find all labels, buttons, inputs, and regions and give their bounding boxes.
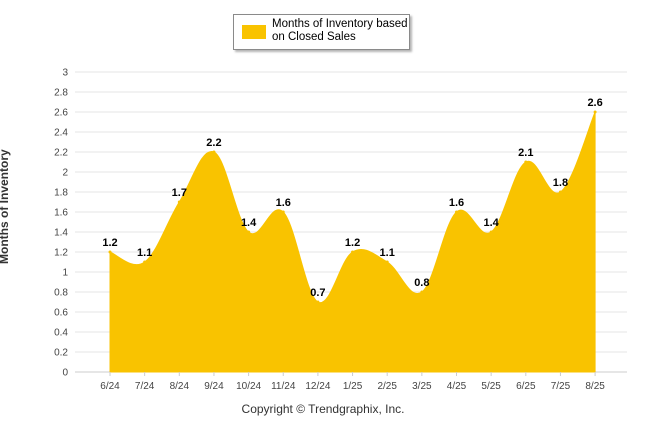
data-point — [281, 210, 285, 214]
x-tick-label: 1/25 — [343, 381, 363, 392]
y-tick-label: 0 — [62, 368, 68, 379]
y-tick-label: 1.2 — [54, 248, 68, 259]
y-tick-label: 0.6 — [54, 308, 68, 319]
data-point — [108, 250, 112, 254]
data-point — [455, 210, 458, 214]
y-tick-label: 2 — [62, 168, 68, 179]
y-tick-label: 1.8 — [54, 188, 68, 199]
legend-label: Months of Inventory based on Closed Sale… — [272, 18, 408, 43]
data-point — [177, 200, 181, 204]
y-axis-label: Months of Inventory — [0, 149, 11, 264]
data-label: 2.6 — [587, 97, 602, 109]
y-tick-label: 0.8 — [54, 288, 68, 299]
x-tick-label: 6/24 — [100, 381, 120, 392]
y-tick-label: 1 — [62, 268, 68, 279]
y-tick-label: 0.2 — [54, 348, 68, 359]
x-tick-label: 4/25 — [447, 381, 467, 392]
x-tick-label: 11/24 — [271, 381, 296, 392]
data-label: 1.6 — [276, 197, 291, 209]
y-tick-label: 2.6 — [54, 108, 68, 119]
copyright-text: Copyright © Trendgraphix, Inc. — [241, 402, 405, 416]
y-tick-label: 0.4 — [54, 328, 68, 339]
data-point — [420, 290, 424, 294]
x-tick-label: 12/24 — [305, 381, 330, 392]
y-tick-label: 2.8 — [54, 88, 68, 99]
data-label: 2.2 — [206, 137, 221, 149]
x-tick-label: 3/25 — [412, 381, 432, 392]
y-tick-label: 3 — [62, 68, 68, 79]
y-axis-ticks: 0 0.2 0.4 0.6 0.8 1 1.2 1.4 1.6 1.8 2 2.2 2.4 2.6 2.8 3 — [54, 68, 68, 379]
data-label: 0.8 — [414, 277, 429, 289]
data-label: 1.1 — [137, 247, 152, 259]
data-label: 1.8 — [553, 177, 568, 189]
x-tick-label: 10/24 — [236, 381, 261, 392]
y-tick-label: 1.4 — [54, 228, 68, 239]
data-label: 1.1 — [380, 247, 395, 259]
x-tick-label: 9/24 — [204, 381, 224, 392]
data-label: 1.7 — [172, 187, 187, 199]
data-label: 1.6 — [449, 197, 464, 209]
x-tick-label: 5/25 — [481, 381, 501, 392]
data-point — [385, 260, 389, 264]
legend-swatch — [242, 25, 266, 39]
data-label: 1.4 — [484, 217, 500, 229]
data-label: 1.2 — [102, 237, 117, 249]
x-tick-label: 7/25 — [551, 381, 571, 392]
data-point — [524, 160, 528, 164]
data-point — [247, 230, 251, 234]
x-tick-label: 6/25 — [516, 381, 536, 392]
data-labels: 1.2 1.1 1.7 2.2 1.4 1.6 0.7 1.2 1.1 0.8 1.6 1.4 2.1 1… — [102, 97, 602, 299]
data-point — [351, 250, 355, 254]
x-tick-label: 2/25 — [377, 381, 397, 392]
x-tick-label: 8/25 — [585, 381, 605, 392]
data-label: 0.7 — [310, 287, 325, 299]
y-tick-label: 2.4 — [54, 128, 68, 139]
data-label: 1.2 — [345, 237, 360, 249]
x-axis-ticks: 6/24 7/24 8/24 9/24 10/24 11/24 12/24 1/25 2/25 3… — [100, 372, 605, 392]
data-point — [558, 190, 562, 194]
data-point — [489, 230, 493, 234]
data-point — [143, 260, 147, 264]
legend: Months of Inventory based on Closed Sale… — [233, 14, 410, 50]
data-point — [212, 150, 216, 154]
y-tick-label: 2.2 — [54, 148, 68, 159]
data-point — [593, 110, 597, 114]
y-tick-label: 1.6 — [54, 208, 68, 219]
data-point — [316, 300, 320, 304]
data-label: 2.1 — [518, 147, 533, 159]
x-tick-label: 7/24 — [135, 381, 155, 392]
data-label: 1.4 — [241, 217, 257, 229]
series-area — [108, 110, 597, 373]
x-tick-label: 8/24 — [170, 381, 190, 392]
